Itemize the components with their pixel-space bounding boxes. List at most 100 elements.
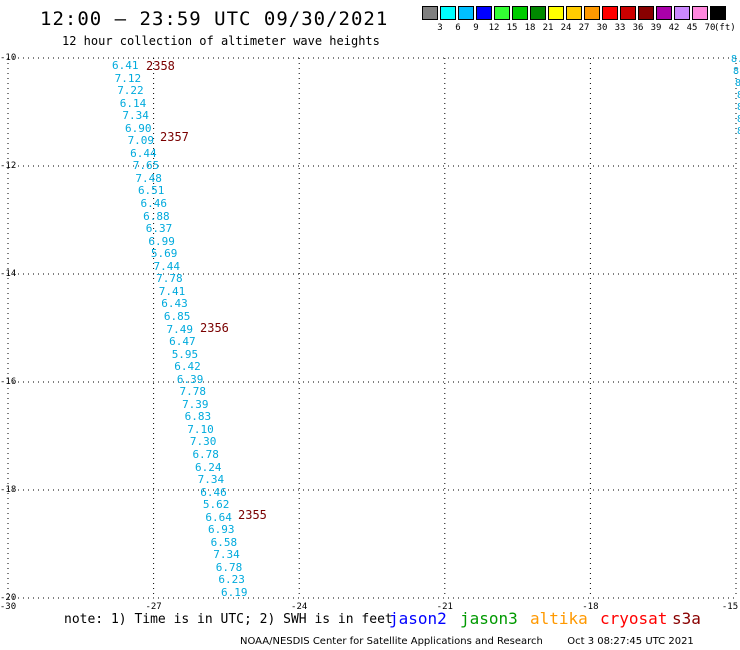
wave-height-value: 6.85 (163, 309, 191, 323)
scale-swatch (530, 6, 546, 20)
wave-height-value: 7.34 (213, 548, 240, 562)
wave-height-value: 6.41 (112, 59, 139, 72)
wave-height-value-edge: 8 (737, 127, 740, 137)
wave-height-value: 7.78 (179, 385, 206, 399)
longitude-label: -24 (291, 602, 308, 612)
scale-label: 33 (614, 23, 626, 33)
wave-height-value: 6.44 (130, 146, 157, 160)
latitude-label: -20 (0, 593, 17, 603)
wave-height-value: 7.30 (189, 435, 217, 449)
scale-unit: (ft) (714, 23, 736, 33)
scale-label: 18 (524, 23, 536, 33)
longitude-label: -21 (436, 602, 453, 612)
wave-height-value: 7.09 (127, 134, 155, 148)
wave-height-value: 7.65 (132, 159, 160, 173)
generation-timestamp: Oct 3 08:27:45 UTC 2021 (567, 636, 694, 647)
longitude-label: -27 (145, 602, 162, 612)
scale-swatch (458, 6, 474, 20)
wave-height-value: 7.78 (156, 272, 183, 286)
pass-time-label: 2357 (160, 130, 189, 144)
scale-swatch (422, 6, 438, 20)
wave-height-value: 7.44 (153, 259, 181, 273)
map-subtitle: 12 hour collection of altimeter wave hei… (62, 34, 380, 48)
scale-swatch (440, 6, 456, 20)
wave-height-value: 7.49 (166, 322, 194, 336)
scale-label: 45 (686, 23, 698, 33)
wave-height-value: 6.46 (200, 485, 227, 499)
wave-height-value: 6.42 (174, 360, 201, 374)
satellite-legend-jason2: jason2 (389, 609, 447, 628)
scale-swatch (512, 6, 528, 20)
satellite-legend-s3a: s3a (672, 609, 701, 628)
wave-height-value-edge: 8. (733, 66, 740, 77)
scale-label: 70 (704, 23, 716, 33)
pass-time-label: 2355 (238, 508, 267, 522)
satellite-legend-altika: altika (530, 609, 588, 628)
credit-line: NOAA/NESDIS Center for Satellite Applica… (240, 636, 694, 647)
scale-swatch (566, 6, 582, 20)
scale-swatch (710, 6, 726, 20)
satellite-legend-cryosat: cryosat (600, 609, 668, 628)
scale-swatch (638, 6, 654, 20)
wave-height-value: 5.62 (202, 498, 230, 512)
latitude-label: -10 (0, 53, 17, 63)
wave-height-value: 7.10 (187, 422, 214, 436)
pass-time-label: 2358 (146, 59, 175, 73)
wave-height-value: 6.99 (148, 234, 175, 248)
wave-height-value: 6.39 (176, 372, 204, 386)
wave-height-value: 6.47 (169, 335, 196, 349)
wave-height-value: 7.34 (197, 473, 225, 487)
wave-height-value: 6.14 (119, 96, 147, 110)
scale-label: 42 (668, 23, 680, 33)
wave-height-value: 6.43 (161, 297, 188, 311)
scale-swatch (494, 6, 510, 20)
scale-swatch (656, 6, 672, 20)
wave-height-value: 6.90 (124, 121, 152, 135)
scale-label: 39 (650, 23, 662, 33)
wave-height-value: 7.34 (122, 109, 149, 123)
wave-height-value-edge: 8 (737, 115, 740, 125)
map-title: 12:00 — 23:59 UTC 09/30/2021 (40, 8, 389, 30)
wave-height-value: 7.48 (135, 171, 162, 185)
scale-label: 15 (506, 23, 518, 33)
longitude-label: -18 (582, 602, 599, 612)
latitude-label: -18 (0, 485, 17, 495)
wave-height-value: 6.58 (210, 535, 238, 549)
wave-height-value-edge: 8 (737, 103, 740, 113)
longitude-label: -30 (0, 602, 17, 612)
wave-height-value-edge: 8. (731, 54, 740, 65)
scale-label: 6 (455, 23, 461, 33)
wave-height-value: 7.12 (114, 71, 142, 85)
longitude-label: -15 (721, 602, 739, 612)
scale-swatch (602, 6, 618, 20)
wave-height-value: 5.69 (150, 247, 178, 261)
scale-label: 27 (578, 23, 590, 33)
wave-height-value: 5.95 (171, 347, 199, 361)
scale-label: 21 (542, 23, 554, 33)
wave-height-value: 6.78 (215, 560, 243, 574)
scale-swatch (674, 6, 690, 20)
satellite-legend-jason3: jason3 (460, 609, 518, 628)
scale-label: 24 (560, 23, 572, 33)
latitude-label: -12 (0, 161, 17, 171)
wave-height-value: 6.51 (137, 184, 165, 198)
scale-swatch (476, 6, 492, 20)
latitude-label: -16 (0, 377, 17, 387)
wave-height-value: 6.19 (221, 586, 248, 599)
graticule (7, 57, 737, 599)
scale-swatch (548, 6, 564, 20)
wave-height-value-edge: 8 (735, 78, 740, 89)
scale-swatch (584, 6, 600, 20)
wave-height-value: 6.46 (140, 197, 168, 211)
credit-text: NOAA/NESDIS Center for Satellite Applica… (240, 636, 543, 647)
wave-height-value: 6.64 (205, 510, 232, 524)
wave-height-value: 6.83 (184, 410, 212, 424)
scale-label: 12 (488, 23, 500, 33)
wave-height-value: 6.78 (192, 447, 219, 461)
note-text: note: 1) Time is in UTC; 2) SWH is in fe… (64, 612, 393, 627)
wave-height-value: 7.22 (117, 84, 144, 98)
scale-label: 9 (473, 23, 479, 33)
wave-height-value: 6.23 (218, 573, 245, 587)
